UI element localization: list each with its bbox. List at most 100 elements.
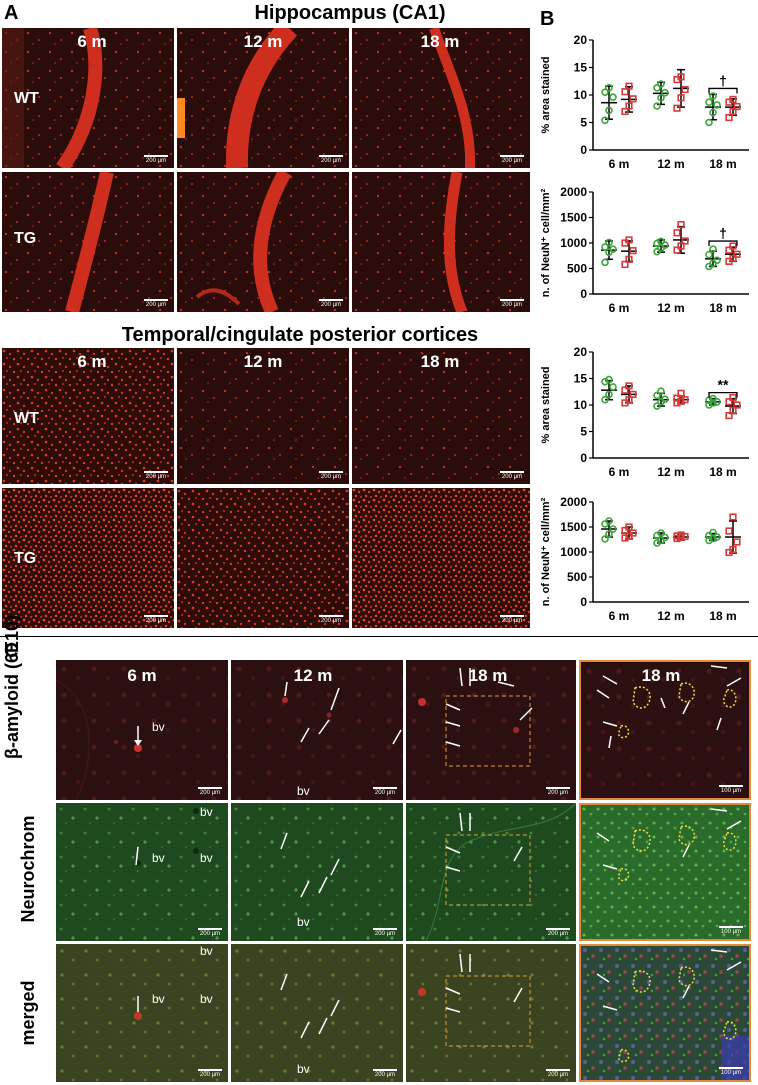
data-point-wt <box>705 536 713 545</box>
data-point-wt <box>705 118 713 127</box>
data-point-wt <box>609 93 617 101</box>
scale-bar: 200 µm <box>500 155 524 164</box>
data-point-tg <box>625 382 633 390</box>
y-tick-label: 1500 <box>560 520 587 534</box>
x-tick-label: 12 m <box>657 465 684 479</box>
blood-vessel-label: bv <box>152 992 165 1006</box>
data-point-tg <box>629 390 637 398</box>
row-label-neurochrom: Neurochrom <box>18 815 38 923</box>
scale-bar: 200 µm <box>144 471 168 480</box>
data-point-wt <box>605 238 613 247</box>
data-point-wt <box>709 108 717 117</box>
scale-bar: 200 µm <box>546 1069 570 1078</box>
micrograph-amyloid-6m: 6 m bv 200 µm <box>56 660 228 800</box>
group-label-tg: TG <box>14 230 37 247</box>
data-point-tg <box>629 95 637 103</box>
blood-vessel-label: bv <box>297 915 310 929</box>
data-point-tg <box>625 102 633 110</box>
data-point-wt <box>605 84 613 92</box>
data-point-tg <box>621 88 629 96</box>
data-point-tg <box>677 389 685 397</box>
data-point-wt <box>709 245 717 253</box>
y-tick-label: 15 <box>574 372 588 386</box>
micrograph-amyloid-18m-zoom: 18 m 100 µm <box>579 660 751 800</box>
data-point-tg <box>729 393 737 402</box>
scale-bar: 200 µm <box>319 615 343 624</box>
blood-vessel-label: bv <box>200 805 213 819</box>
micrograph-merged-6m: bv bv bv 200 µm <box>56 944 228 1082</box>
divider <box>0 636 758 637</box>
x-tick-label: 6 m <box>609 609 630 623</box>
blood-vessel-label: bv <box>200 992 213 1006</box>
data-point-tg <box>673 104 681 112</box>
micrograph-merged-18m: 200 µm <box>406 944 576 1082</box>
data-point-tg <box>729 545 737 554</box>
data-point-wt <box>705 98 713 106</box>
micrograph-amyloid-18m: 18 m 200 µm <box>406 660 576 800</box>
data-point-tg <box>629 529 637 537</box>
data-point-tg <box>733 250 741 258</box>
y-tick-label: 500 <box>567 262 587 276</box>
scale-bar: 200 µm <box>373 1069 397 1078</box>
data-point-wt <box>657 80 665 88</box>
scale-bar: 200 µm <box>546 787 570 796</box>
timepoint-label: 6 m <box>77 32 107 51</box>
data-point-tg <box>625 523 633 531</box>
micrograph-amyloid-12m: 12 m bv 200 µm <box>231 660 403 800</box>
y-tick-label: 15 <box>574 61 588 75</box>
data-point-tg <box>673 532 681 540</box>
micrograph-merged-18m-zoom: 100 µm <box>579 944 751 1082</box>
y-tick-label: 1000 <box>560 545 587 559</box>
scale-bar: 200 µm <box>500 299 524 308</box>
timepoint-label: 12 m <box>243 32 283 51</box>
data-point-wt <box>705 250 713 259</box>
micrograph-hippo-wt-12m: 12 m 200 µm <box>177 28 349 168</box>
x-tick-label: 12 m <box>657 609 684 623</box>
x-tick-label: 18 m <box>709 465 736 479</box>
data-point-wt <box>601 535 609 543</box>
micrograph-hippo-tg-6m: TG 200 µm <box>2 172 174 312</box>
y-tick-label: 10 <box>574 398 588 412</box>
micrograph-neurochrom-18m: 200 µm <box>406 803 576 941</box>
data-point-tg <box>673 246 681 254</box>
scale-bar: 200 µm <box>144 299 168 308</box>
data-point-wt <box>713 101 721 109</box>
row-label-merged: merged <box>18 980 38 1046</box>
data-point-tg <box>621 386 629 394</box>
scale-bar: 200 µm <box>500 471 524 480</box>
data-point-tg <box>681 532 689 541</box>
scale-bar: 200 µm <box>546 928 570 937</box>
panel-letter-b: B <box>540 8 555 30</box>
data-point-wt <box>713 533 721 541</box>
y-axis-label: % area stained <box>540 56 552 133</box>
significance-label: † <box>719 72 727 88</box>
y-tick-label: 2000 <box>560 495 587 509</box>
data-point-tg <box>729 95 737 103</box>
data-point-tg <box>673 394 681 402</box>
x-tick-label: 18 m <box>709 301 736 315</box>
y-tick-label: 500 <box>567 570 587 584</box>
data-point-tg <box>733 538 741 546</box>
scale-bar: 200 µm <box>319 155 343 164</box>
data-point-tg <box>673 229 681 237</box>
data-point-tg <box>725 113 733 122</box>
micrograph-hippo-tg-18m: 200 µm <box>352 172 530 312</box>
blood-vessel-label: bv <box>200 851 213 865</box>
data-point-tg <box>733 401 741 409</box>
timepoint-label: 18 m <box>420 32 460 51</box>
data-point-tg <box>625 396 633 404</box>
data-point-wt <box>653 391 661 400</box>
data-point-tg <box>681 396 689 404</box>
scale-bar: 200 µm <box>198 928 222 937</box>
data-point-wt <box>661 533 669 542</box>
micrograph-neurochrom-12m: bv 200 µm <box>231 803 403 941</box>
significance-bracket <box>708 240 738 247</box>
scale-bar: 100 µm <box>719 785 743 794</box>
data-point-tg <box>725 412 733 420</box>
data-point-wt <box>601 88 609 97</box>
micrograph-hippo-tg-12m: 200 µm <box>177 172 349 312</box>
data-point-wt <box>709 394 717 403</box>
hippocampus-title: Hippocampus (CA1) <box>254 2 446 24</box>
data-point-wt <box>601 243 609 251</box>
scale-bar: 200 µm <box>319 471 343 480</box>
